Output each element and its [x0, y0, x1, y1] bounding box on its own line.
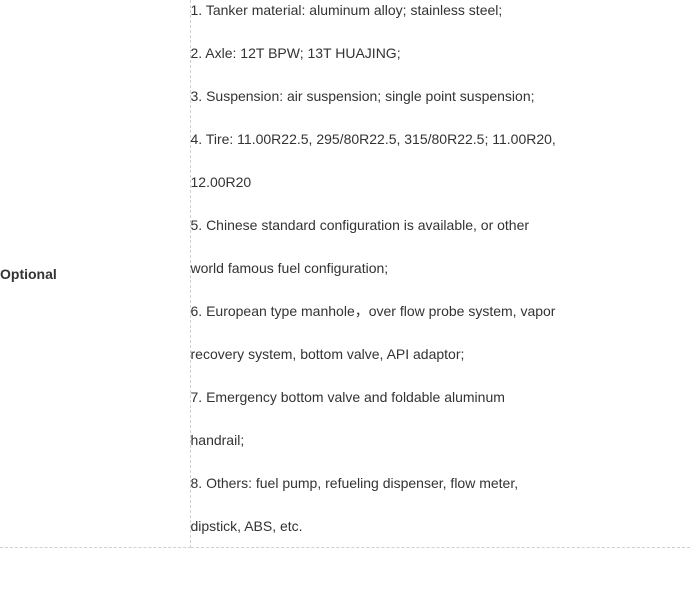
spec-line: 2. Axle: 12T BPW; 13T HUAJING;: [191, 43, 690, 64]
table-row: Optional 1. Tanker material: aluminum al…: [0, 0, 690, 548]
spec-line: 4. Tire: 11.00R22.5, 295/80R22.5, 315/80…: [191, 129, 690, 150]
spec-line: dipstick, ABS, etc.: [191, 516, 690, 537]
spec-line: 5. Chinese standard configuration is ava…: [191, 215, 690, 236]
spec-line: handrail;: [191, 430, 690, 451]
spec-table: Optional 1. Tanker material: aluminum al…: [0, 0, 690, 548]
spec-line: recovery system, bottom valve, API adapt…: [191, 344, 690, 365]
spec-line: 12.00R20: [191, 172, 690, 193]
spec-line: 3. Suspension: air suspension; single po…: [191, 86, 690, 107]
spec-line: world famous fuel configuration;: [191, 258, 690, 279]
spec-line: 6. European type manhole，over flow probe…: [191, 301, 690, 322]
row-content-cell: 1. Tanker material: aluminum alloy; stai…: [190, 0, 690, 548]
spec-line: 1. Tanker material: aluminum alloy; stai…: [191, 0, 690, 21]
row-label: Optional: [0, 266, 57, 282]
row-label-cell: Optional: [0, 0, 190, 548]
spec-line: 7. Emergency bottom valve and foldable a…: [191, 387, 690, 408]
spec-line: 8. Others: fuel pump, refueling dispense…: [191, 473, 690, 494]
